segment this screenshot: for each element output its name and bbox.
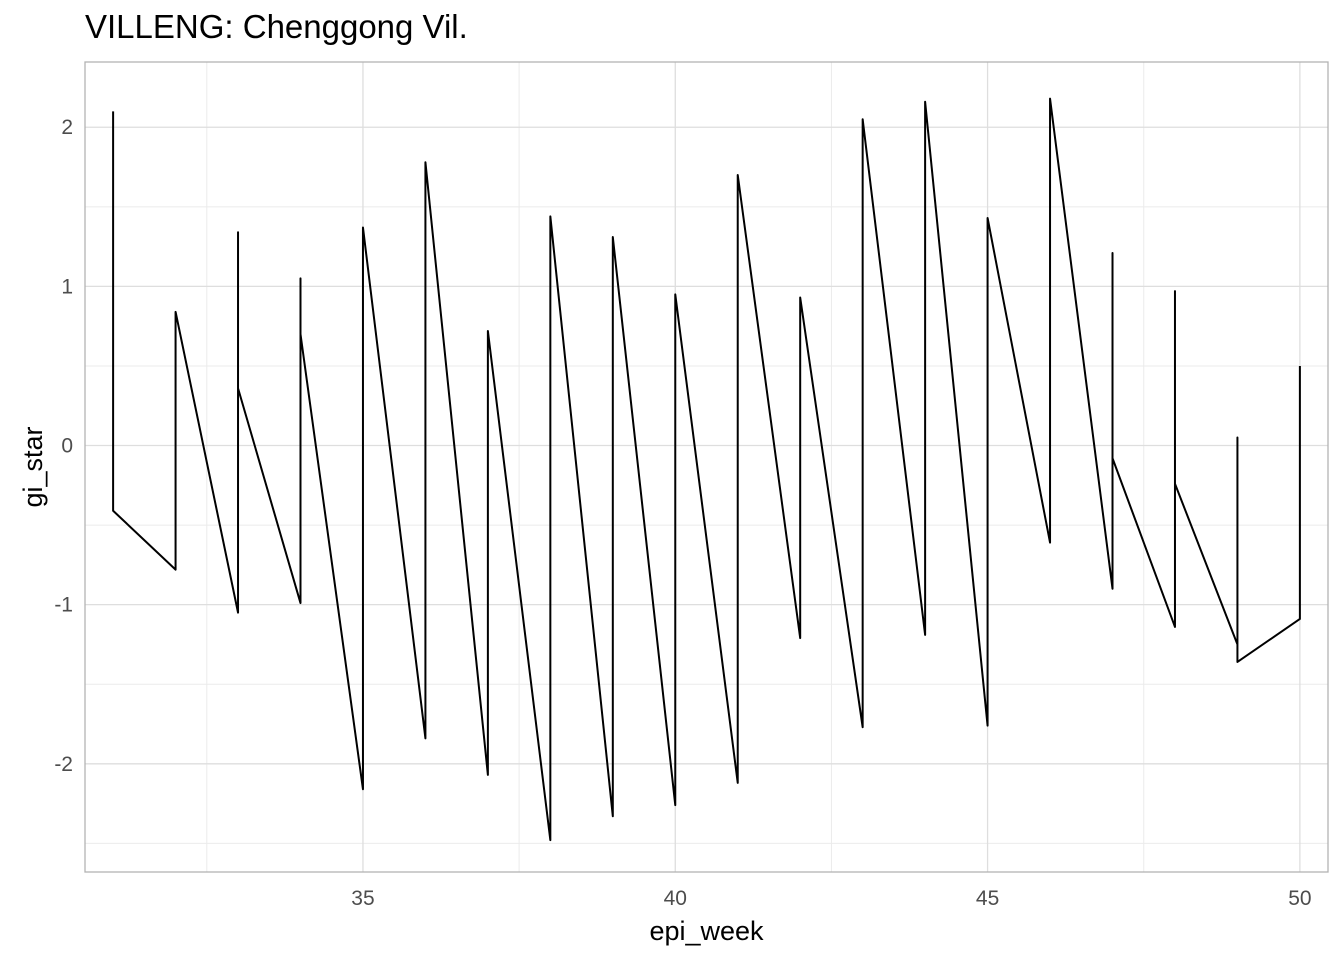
grid-major [85,62,1328,872]
chart-title: VILLENG: Chenggong Vil. [85,8,468,45]
series-line [112,97,1301,842]
panel-border [84,61,1329,873]
y-tick-label: -1 [54,594,73,617]
y-tick-label: 2 [61,116,73,139]
y-tick-label: 1 [61,275,73,298]
y-tick-labels: -2 -1 0 1 2 [54,116,73,776]
x-tick-labels: 35 40 45 50 [351,887,1311,910]
x-tick-label: 35 [351,887,374,910]
y-tick-label: 0 [61,435,73,458]
y-tick-label: -2 [54,753,73,776]
x-axis-title: epi_week [649,916,764,946]
series-layer [112,97,1301,842]
x-tick-label: 45 [976,887,999,910]
x-tick-label: 50 [1288,887,1311,910]
y-axis-title: gi_star [18,426,48,507]
grid-minor [85,62,1328,872]
x-tick-label: 40 [664,887,687,910]
